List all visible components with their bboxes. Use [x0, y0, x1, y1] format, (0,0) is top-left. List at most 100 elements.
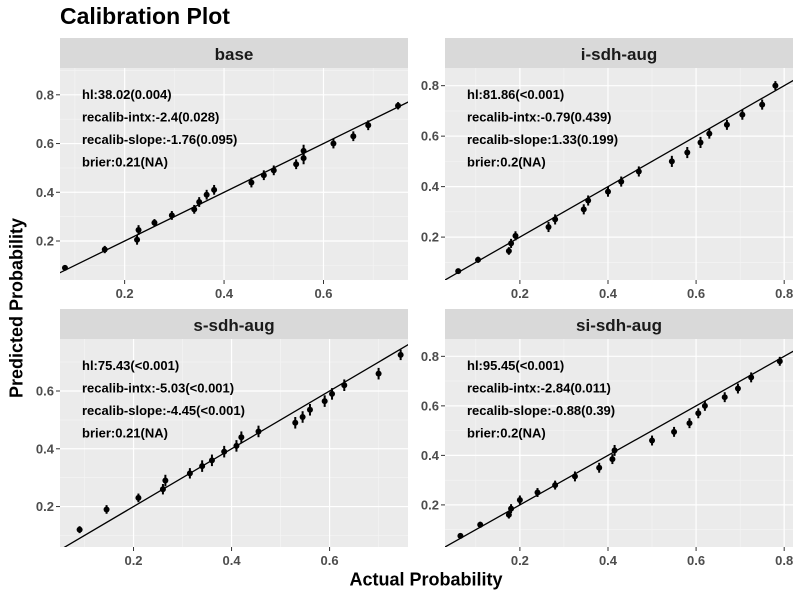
y-tick-label: 0.2: [421, 230, 439, 245]
stat-annotation: recalib-slope:-4.45(<0.001): [82, 403, 245, 418]
data-point: [270, 167, 277, 174]
stat-annotation: recalib-slope:-1.76(0.095): [82, 132, 237, 147]
y-tick-label: 0.2: [421, 497, 439, 512]
data-point: [101, 246, 108, 253]
data-point: [534, 489, 541, 496]
data-point: [721, 394, 728, 401]
data-point: [186, 470, 193, 477]
y-tick-label: 0.4: [421, 179, 440, 194]
data-point: [395, 102, 402, 109]
data-point: [772, 82, 779, 89]
x-tick-label: 0.4: [215, 286, 234, 301]
y-tick-label: 0.4: [36, 185, 55, 200]
data-point: [103, 506, 110, 513]
facet-panel-si-sdh-aug: si-sdh-aug 0.2 0.4 0.6 0.8 0.2 0.4 0.6 0.8 hl:95.…: [421, 309, 793, 568]
stat-annotation: hl:81.86(<0.001): [467, 87, 564, 102]
data-point: [739, 111, 746, 118]
stat-annotation: recalib-intx:-0.79(0.439): [467, 110, 612, 125]
data-point: [260, 172, 267, 179]
y-tick-label: 0.8: [421, 349, 439, 364]
stat-annotation: recalib-intx:-5.03(<0.001): [82, 381, 234, 396]
data-point: [512, 232, 519, 239]
data-point: [609, 456, 616, 463]
data-point: [208, 457, 215, 464]
x-tick-label: 0.8: [775, 553, 793, 568]
panel-inner: [445, 339, 793, 547]
data-point: [159, 486, 166, 493]
data-point: [686, 420, 693, 427]
data-point: [365, 122, 372, 129]
facet-strip: [445, 309, 793, 339]
data-point: [516, 496, 523, 503]
data-point: [668, 158, 675, 165]
reference-line: [445, 350, 793, 547]
data-point: [776, 358, 783, 365]
y-tick-label: 0.2: [36, 499, 54, 514]
panel-inner: [60, 339, 408, 547]
reference-line: [445, 79, 793, 280]
panel-inner: [445, 68, 793, 280]
data-point: [61, 264, 68, 271]
data-point: [695, 410, 702, 417]
facet-panel-base: base 0.2 0.4 0.6 0.2 0.4 0.6 0.8 hl:38.02(0.004)…: [36, 38, 408, 301]
data-point: [701, 402, 708, 409]
data-point: [508, 505, 515, 512]
data-point: [684, 149, 691, 156]
data-point: [199, 463, 206, 470]
y-tick-label: 0.8: [421, 78, 439, 93]
data-point: [734, 385, 741, 392]
stat-annotation: brier:0.2(NA): [467, 155, 546, 170]
data-point: [162, 477, 169, 484]
page-title: Calibration Plot: [60, 3, 230, 29]
data-point: [135, 494, 142, 501]
x-tick-label: 0.6: [687, 553, 705, 568]
data-point: [255, 428, 262, 435]
data-point: [545, 224, 552, 230]
y-tick-label: 0.2: [36, 234, 54, 249]
data-point: [300, 155, 307, 162]
data-point: [475, 256, 482, 263]
x-tick-label: 0.2: [124, 553, 142, 568]
data-point: [505, 511, 512, 518]
data-point: [635, 168, 642, 175]
panel-background: [445, 68, 793, 280]
data-point: [299, 414, 306, 420]
data-point: [571, 473, 578, 480]
data-point: [134, 236, 141, 243]
x-tick-label: 0.8: [775, 286, 793, 301]
panel-inner: [60, 68, 408, 280]
data-point: [306, 406, 313, 413]
y-tick-label: 0.4: [421, 448, 440, 463]
data-point: [477, 521, 484, 528]
data-point: [397, 351, 404, 358]
y-tick-label: 0.6: [36, 384, 54, 399]
stat-annotation: recalib-slope:-0.88(0.39): [467, 403, 615, 418]
data-point: [580, 206, 587, 213]
data-point: [748, 374, 755, 381]
data-point: [238, 434, 245, 441]
x-tick-label: 0.2: [511, 286, 529, 301]
data-point: [723, 121, 730, 128]
x-tick-label: 0.2: [511, 553, 529, 568]
stat-annotation: brier:0.2(NA): [467, 426, 546, 441]
data-point: [552, 482, 559, 489]
x-tick-label: 0.4: [599, 553, 618, 568]
data-point: [649, 437, 656, 444]
stat-annotation: brier:0.21(NA): [82, 426, 168, 441]
stat-annotation: hl:95.45(<0.001): [467, 358, 564, 373]
data-point: [457, 532, 464, 539]
data-point: [135, 227, 142, 234]
data-point: [321, 398, 328, 405]
y-tick-label: 0.6: [421, 398, 439, 413]
y-tick-label: 0.8: [36, 87, 54, 102]
data-point: [221, 448, 228, 455]
x-tick-label: 0.4: [223, 553, 242, 568]
data-point: [211, 186, 218, 193]
data-point: [203, 191, 210, 198]
data-point: [293, 161, 300, 168]
facet-strip: [445, 38, 793, 68]
panel-background: [60, 339, 408, 547]
facet-strip: [60, 309, 408, 339]
data-point: [604, 188, 611, 195]
